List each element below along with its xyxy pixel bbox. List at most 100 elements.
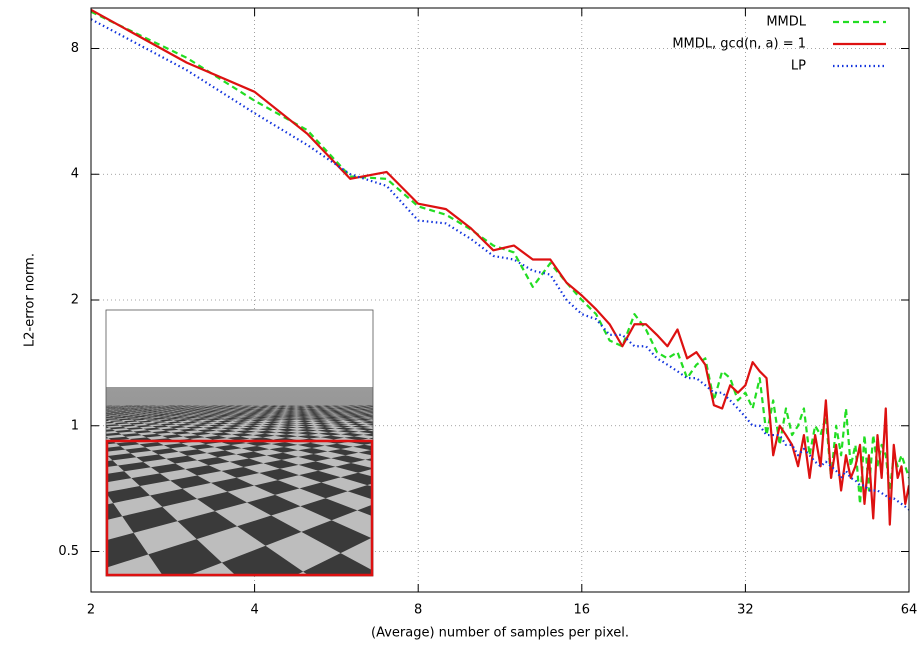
inset-tile (182, 421, 198, 424)
inset-tile (241, 406, 250, 408)
inset-tile (330, 411, 343, 413)
inset-tile (106, 409, 111, 410)
inset-tile (218, 414, 231, 417)
inset-tile (275, 409, 286, 410)
inset-tile (315, 427, 336, 430)
inset-tile (298, 461, 336, 471)
inset-tile (92, 409, 101, 410)
inset-tile (147, 411, 158, 413)
inset-tile (254, 416, 269, 419)
inset-tile (258, 414, 271, 416)
inset-tile (318, 432, 341, 436)
inset-tile (286, 407, 297, 408)
inset-tile (144, 407, 153, 408)
inset-tile (109, 415, 122, 417)
inset-tile (197, 413, 210, 415)
inset-tile (371, 419, 373, 420)
inset-tile (194, 411, 205, 413)
inset-tile (148, 408, 158, 409)
inset-tile (243, 415, 257, 417)
inset-tile (356, 412, 370, 414)
inset-tile (215, 411, 227, 413)
inset-tile (376, 406, 385, 407)
inset-tile (265, 420, 282, 422)
inset-tile (203, 426, 222, 430)
inset-tile (376, 408, 387, 409)
inset-tile (365, 408, 373, 409)
inset-tile (152, 421, 168, 423)
inset-tile (131, 406, 141, 408)
inset-tile (301, 520, 372, 554)
inset-tile (207, 408, 217, 409)
inset-tile (337, 430, 359, 433)
inset-tile (332, 425, 352, 428)
inset-tile (185, 465, 222, 476)
inset-tile (277, 428, 298, 432)
inset-tile (335, 427, 355, 430)
inset-tile (201, 415, 215, 418)
inset-tile (281, 420, 297, 422)
inset-tile (369, 413, 373, 414)
inset-tile (296, 408, 306, 409)
inset-tile (179, 428, 198, 432)
inset-tile (142, 410, 153, 412)
inset-tile (147, 409, 158, 411)
inset-tile (156, 406, 166, 408)
inset-tile (345, 408, 356, 409)
inset-tile (267, 418, 282, 420)
inset-tile (201, 409, 211, 411)
inset-tile (117, 414, 129, 416)
inset-tile (277, 407, 287, 408)
inset-tile (224, 412, 236, 414)
inset-tile (216, 429, 236, 433)
inset-tile (245, 423, 263, 426)
inset-tile (139, 408, 149, 409)
inset-tile (107, 408, 116, 409)
inset-tile (126, 427, 144, 430)
inset-tile (262, 423, 280, 426)
inset-tile (372, 414, 373, 415)
inset-tile (357, 408, 368, 410)
inset-tile (368, 417, 373, 419)
inset-tile (375, 428, 396, 431)
inset-tile (253, 433, 275, 438)
inset-tile (131, 418, 146, 421)
inset-tile (296, 407, 306, 408)
inset-tile (106, 407, 113, 409)
inset-tile (337, 409, 349, 410)
inset-tile (342, 406, 352, 408)
inset-tile (343, 407, 354, 408)
inset-tile (116, 411, 127, 412)
inset-tile (333, 407, 344, 408)
inset-tile (177, 410, 188, 411)
inset-tile (106, 412, 114, 414)
inset-tile (208, 405, 217, 407)
inset-tile (348, 414, 362, 416)
inset-tile (106, 410, 107, 412)
inset-tile (317, 429, 338, 433)
inset-tile (165, 418, 180, 420)
inset-tile (271, 442, 298, 447)
inset-tile (309, 414, 322, 416)
inset-tile (133, 405, 141, 406)
inset-tile (358, 450, 373, 456)
inset-tile (310, 416, 325, 418)
inset-tile (226, 411, 238, 413)
inset-tile (336, 408, 347, 410)
inset-tile (357, 405, 367, 407)
inset-tile (297, 431, 319, 435)
inset-tile (187, 410, 198, 412)
inset-tile (229, 410, 240, 412)
inset-tile (168, 425, 186, 429)
inset-tile (296, 422, 314, 425)
inset-tile (211, 417, 225, 419)
inset-tile (211, 477, 255, 492)
series-line (91, 18, 909, 511)
inset-tile (238, 417, 253, 420)
inset-tile (274, 409, 286, 411)
inset-tile (324, 416, 339, 419)
inset-tile (361, 410, 373, 412)
inset-tile (189, 406, 198, 407)
inset-tile (299, 470, 341, 483)
inset-tile (177, 511, 238, 540)
